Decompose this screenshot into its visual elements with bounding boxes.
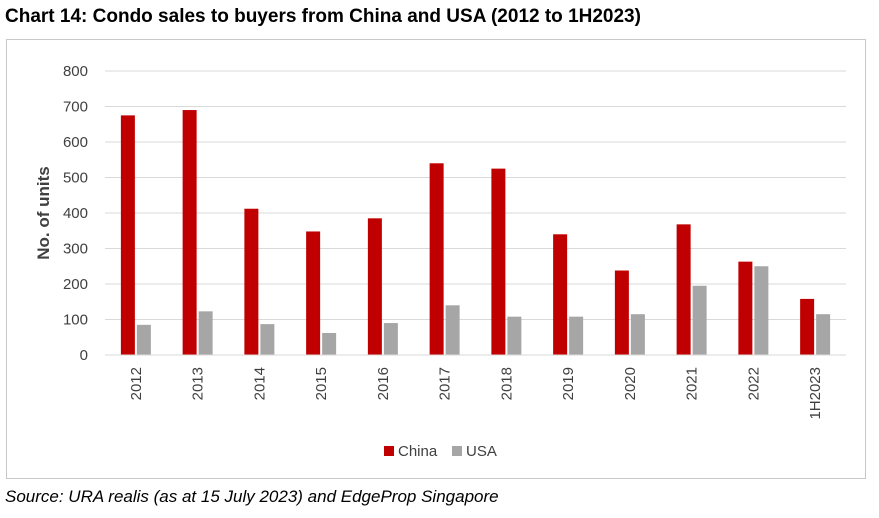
- y-tick-label: 600: [63, 134, 88, 151]
- x-tick-label: 2020: [622, 367, 639, 400]
- x-tick-label: 2017: [437, 367, 454, 400]
- y-tick-label: 500: [63, 170, 88, 187]
- chart-frame: [6, 39, 866, 479]
- bar-usa: [322, 332, 337, 355]
- y-tick-label: 200: [63, 276, 88, 293]
- y-tick-label: 700: [63, 99, 88, 116]
- bar-usa: [383, 323, 398, 355]
- bar-usa: [445, 305, 460, 355]
- x-tick-label: 2019: [560, 367, 577, 400]
- legend-swatch-china: [384, 446, 394, 456]
- y-tick-label: 300: [63, 241, 88, 258]
- x-tick-label: 2015: [313, 367, 330, 400]
- bar-china: [553, 234, 568, 355]
- bar-china: [614, 270, 629, 355]
- x-tick-label: 2014: [251, 367, 268, 400]
- bar-usa: [630, 314, 645, 355]
- bar-usa: [692, 285, 707, 355]
- bar-usa: [198, 311, 213, 355]
- bar-china: [244, 208, 259, 355]
- x-tick-label: 2013: [190, 367, 207, 400]
- x-tick-label: 2021: [684, 367, 701, 400]
- legend-label-china: China: [398, 443, 438, 460]
- x-tick-label: 2016: [375, 367, 392, 400]
- x-tick-label: 2018: [498, 367, 515, 400]
- bar-usa: [754, 266, 769, 355]
- bar-china: [367, 218, 382, 355]
- bar-china: [306, 231, 321, 355]
- bar-usa: [569, 316, 584, 355]
- y-axis-title: No. of units: [34, 166, 53, 259]
- y-tick-label: 100: [63, 312, 88, 329]
- bar-usa: [136, 324, 151, 355]
- bar-china: [182, 110, 197, 355]
- bar-china: [676, 224, 691, 355]
- y-tick-label: 400: [63, 205, 88, 222]
- chart-title: Chart 14: Condo sales to buyers from Chi…: [5, 6, 641, 27]
- bar-china: [120, 115, 135, 355]
- source-note: Source: URA realis (as at 15 July 2023) …: [5, 487, 499, 506]
- bar-usa: [816, 314, 831, 355]
- x-tick-label: 1H2023: [807, 367, 824, 420]
- y-tick-label: 800: [63, 63, 88, 80]
- bar-usa: [507, 316, 522, 355]
- legend-swatch-usa: [452, 446, 462, 456]
- bar-usa: [260, 324, 275, 355]
- x-tick-label: 2012: [128, 367, 145, 400]
- x-tick-label: 2022: [745, 367, 762, 400]
- bar-china: [800, 298, 815, 355]
- legend-label-usa: USA: [466, 443, 497, 460]
- y-tick-label: 0: [80, 347, 88, 364]
- bar-china: [429, 163, 444, 355]
- bar-china: [738, 261, 753, 355]
- bar-china: [491, 168, 506, 355]
